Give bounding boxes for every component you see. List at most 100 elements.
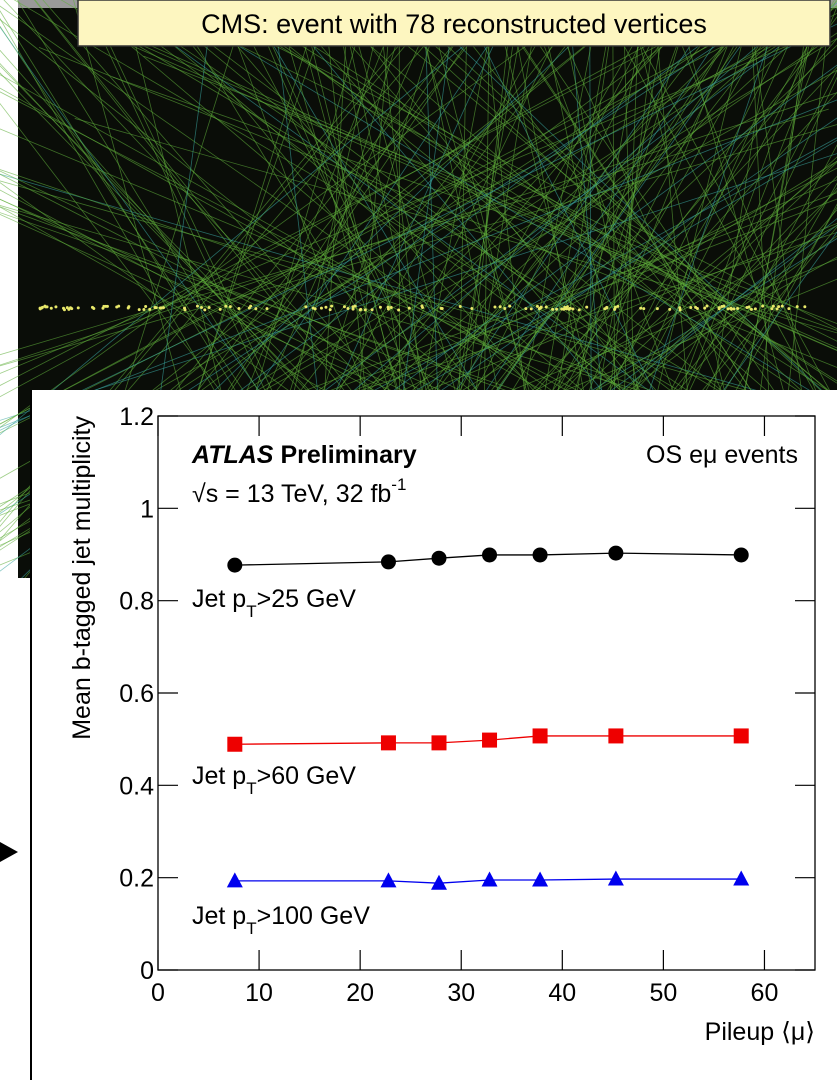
vertex-dot [655, 307, 659, 311]
y-tick-label: 0 [140, 957, 154, 985]
vertex-dot [539, 305, 543, 309]
caption: CMS: event with 78 reconstructed vertice… [201, 9, 707, 39]
track [0, 173, 837, 414]
track [0, 0, 438, 523]
vertex-dot [771, 304, 775, 308]
vertex-dot [720, 305, 724, 309]
marker [380, 872, 397, 888]
vertex-dot [126, 306, 130, 310]
marker [607, 870, 624, 886]
legend-text: Jet p [192, 585, 246, 613]
y-tick-label: 0.2 [119, 865, 154, 893]
vertex-dot [370, 308, 374, 312]
track [0, 0, 490, 610]
track [310, 0, 837, 596]
vertex-dot [265, 307, 269, 311]
vertex-dot [351, 305, 355, 309]
track [545, 0, 837, 650]
y-axis-label: Mean b-tagged jet multiplicity [68, 416, 96, 740]
track [0, 23, 837, 431]
vertex-dot [470, 306, 474, 310]
vertex-dot [639, 306, 643, 310]
vertex-dot [508, 304, 512, 308]
vertex-dot [363, 308, 367, 312]
marker [733, 547, 749, 563]
vertex-dot [207, 305, 211, 309]
vertex-dot [705, 304, 709, 308]
track [0, 0, 504, 644]
vertex-dot [328, 308, 332, 312]
track [0, 0, 618, 600]
vertex-dot [761, 304, 765, 308]
vertex-dot [249, 304, 253, 308]
track [0, 128, 837, 478]
vertex-dot [324, 305, 328, 309]
track [0, 37, 837, 548]
x-tick-label: 0 [151, 979, 165, 1007]
vertex-dot [183, 306, 187, 310]
track [663, 0, 837, 447]
track [372, 0, 837, 424]
vertex-dot [803, 305, 807, 309]
energy-text: √s = 13 TeV, 32 fb [192, 480, 391, 508]
chart-panel [30, 390, 837, 1080]
vertex-dot [689, 306, 693, 310]
track [615, 0, 837, 405]
track [146, 0, 837, 342]
vertex-dot [555, 307, 559, 311]
vertex-dot [503, 307, 507, 311]
vertex-dot [726, 307, 730, 311]
marker [733, 728, 749, 744]
vertex-dot [330, 304, 334, 308]
track [0, 0, 813, 425]
track [0, 0, 464, 541]
legend-text: >60 GeV [257, 762, 357, 790]
vertex-dot [777, 305, 781, 309]
vertex-dot [613, 305, 617, 309]
vertex-dot [795, 305, 799, 309]
vertex-dot [524, 307, 528, 311]
marker [431, 550, 447, 566]
vertex-dot [770, 307, 774, 311]
y-tick-label: 0.6 [119, 680, 154, 708]
vertex-dot [571, 307, 575, 311]
x-tick-label: 50 [649, 979, 677, 1007]
y-tick-label: 0.8 [119, 588, 154, 616]
vertex-dot [62, 306, 66, 310]
track [112, 76, 837, 331]
vertex-dot [585, 305, 589, 309]
vertex-dot [407, 306, 411, 310]
vertex-dot [101, 306, 105, 310]
track [0, 6, 837, 551]
vertex-dot [49, 306, 53, 310]
vertex-dot [54, 305, 58, 309]
vertex-dot [358, 308, 362, 312]
vertex-dot [38, 306, 42, 310]
vertex-dot [732, 307, 736, 311]
vertex-dot [736, 306, 740, 310]
vertex-dot [224, 304, 228, 308]
vertex-dot [319, 306, 323, 310]
vertex-dot [45, 305, 49, 309]
vertex-dot [104, 304, 108, 308]
vertex-dot [780, 304, 784, 308]
vertex-dot [154, 306, 158, 310]
x-tick-label: 30 [447, 979, 475, 1007]
track [143, 55, 837, 324]
track [333, 0, 837, 643]
legend-sub: T [246, 602, 256, 621]
vertex-dot [378, 305, 382, 309]
legend-text: >100 GeV [257, 902, 371, 930]
vertex-dot [551, 307, 555, 311]
vertex-dot [65, 306, 69, 310]
legend-text: Jet p [192, 762, 246, 790]
vertex-dot [76, 306, 80, 310]
legend-sub: T [246, 779, 256, 798]
track [214, 0, 837, 418]
energy-exp: -1 [391, 475, 406, 494]
vertex-dot [115, 305, 119, 309]
marker [380, 735, 396, 751]
track [161, 0, 837, 408]
